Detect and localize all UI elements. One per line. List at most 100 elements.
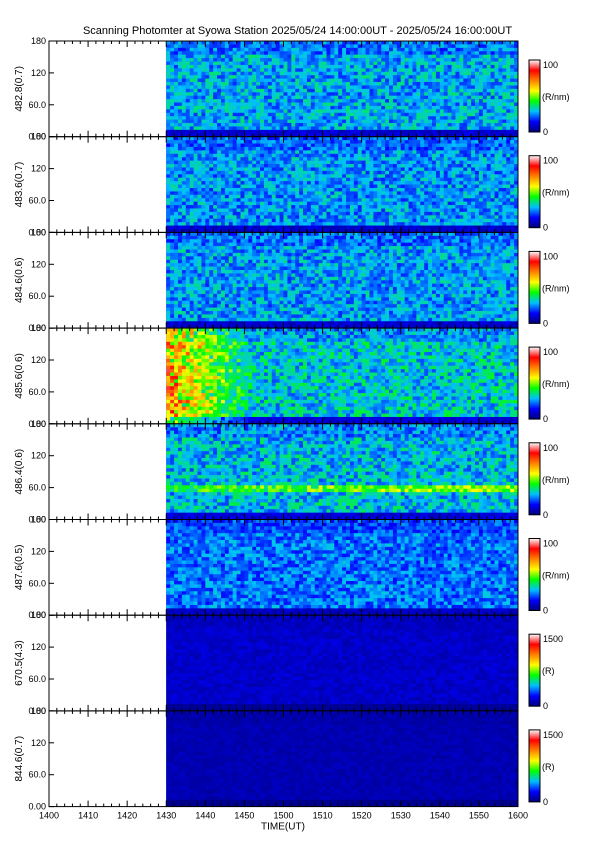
heatmap-cell — [263, 41, 269, 45]
heatmap-cell — [357, 167, 362, 172]
heatmap-cell — [291, 99, 296, 103]
heatmap-cell — [349, 143, 355, 148]
heatmap-cell — [205, 112, 210, 117]
heatmap-cell — [326, 109, 331, 114]
heatmap-cell — [299, 78, 304, 83]
heatmap-cell — [349, 160, 355, 165]
heatmap-cell — [412, 61, 417, 66]
heatmap-cell — [260, 181, 265, 185]
heatmap-cell — [326, 123, 331, 127]
heatmap-cell — [451, 71, 456, 76]
heatmap-cell — [287, 184, 292, 189]
heatmap-cell — [260, 177, 265, 182]
heatmap-cell — [299, 61, 304, 66]
heatmap-cell — [349, 218, 355, 223]
heatmap-cell — [361, 177, 366, 182]
heatmap-cell — [342, 64, 347, 69]
heatmap-cell — [287, 215, 292, 220]
heatmap-cell — [482, 218, 488, 223]
heatmap-cell — [357, 47, 362, 52]
heatmap-cell — [439, 85, 445, 90]
heatmap-cell — [400, 208, 405, 213]
heatmap-cell — [213, 71, 218, 76]
heatmap-cell — [232, 133, 237, 137]
heatmap-cell — [439, 160, 445, 165]
heatmap-cell — [295, 143, 300, 148]
heatmap-cell — [482, 181, 488, 185]
heatmap-cell — [498, 47, 503, 52]
heatmap-cell — [267, 71, 273, 76]
heatmap-cell — [303, 41, 308, 45]
heatmap-cell — [514, 95, 519, 100]
heatmap-cell — [506, 61, 511, 66]
heatmap-cell — [404, 174, 409, 179]
heatmap-cell — [486, 201, 491, 206]
heatmap-cell — [424, 102, 429, 107]
heatmap-cell — [166, 105, 171, 110]
heatmap-cell — [224, 208, 230, 213]
heatmap-cell — [220, 218, 226, 223]
heatmap-cell — [260, 160, 265, 165]
heatmap-cell — [314, 61, 319, 66]
heatmap-cell — [334, 85, 339, 90]
heatmap-cell — [232, 109, 237, 114]
heatmap-cell — [482, 54, 488, 59]
heatmap-cell — [346, 123, 351, 127]
heatmap-cell — [502, 51, 507, 55]
heatmap-cell — [256, 228, 261, 233]
heatmap-cell — [193, 126, 198, 131]
heatmap-cell — [400, 187, 405, 192]
heatmap-cell — [365, 218, 370, 223]
heatmap-cell — [209, 92, 214, 96]
heatmap-cell — [213, 194, 218, 199]
heatmap-cell — [166, 177, 171, 182]
heatmap-cell — [334, 194, 339, 199]
heatmap-cell — [260, 92, 265, 96]
heatmap-cell — [349, 150, 355, 155]
heatmap-cell — [279, 153, 284, 158]
heatmap-cell — [428, 51, 433, 55]
heatmap-cell — [459, 222, 464, 226]
heatmap-cell — [494, 44, 499, 49]
heatmap-cell — [260, 82, 265, 86]
heatmap-cell — [365, 177, 370, 182]
heatmap-cell — [236, 47, 241, 52]
heatmap-cell — [455, 177, 460, 182]
heatmap-cell — [451, 61, 456, 66]
heatmap-cell — [439, 58, 445, 62]
heatmap-cell — [299, 136, 304, 141]
heatmap-cell — [349, 85, 355, 90]
heatmap-cell — [310, 44, 316, 49]
heatmap-cell — [271, 143, 276, 148]
heatmap-cell — [346, 44, 351, 49]
heatmap-cell — [416, 177, 421, 182]
heatmap-cell — [490, 92, 495, 96]
heatmap-cell — [408, 208, 413, 213]
heatmap-cell — [439, 41, 445, 45]
heatmap-cell — [236, 133, 241, 137]
heatmap-cell — [506, 102, 511, 107]
heatmap-cell — [236, 201, 241, 206]
heatmap-cell — [369, 170, 374, 175]
heatmap-cell — [224, 187, 230, 192]
heatmap-cell — [475, 228, 480, 233]
heatmap-cell — [232, 68, 237, 73]
heatmap-cell — [248, 47, 253, 52]
heatmap-cell — [498, 75, 503, 79]
heatmap-cell — [357, 95, 362, 100]
heatmap-cell — [408, 187, 413, 192]
heatmap-cell — [295, 123, 300, 127]
heatmap-cell — [369, 54, 374, 59]
heatmap-cell — [467, 225, 472, 230]
heatmap-cell — [236, 64, 241, 69]
heatmap-cell — [314, 44, 319, 49]
heatmap-cell — [283, 191, 288, 196]
heatmap-cell — [447, 85, 452, 90]
heatmap-cell — [389, 102, 394, 107]
heatmap-cell — [193, 54, 198, 59]
heatmap-cell — [174, 112, 179, 117]
heatmap-cell — [349, 126, 355, 131]
heatmap-cell — [486, 170, 491, 175]
heatmap-cell — [252, 133, 257, 137]
heatmap-cell — [490, 41, 495, 45]
